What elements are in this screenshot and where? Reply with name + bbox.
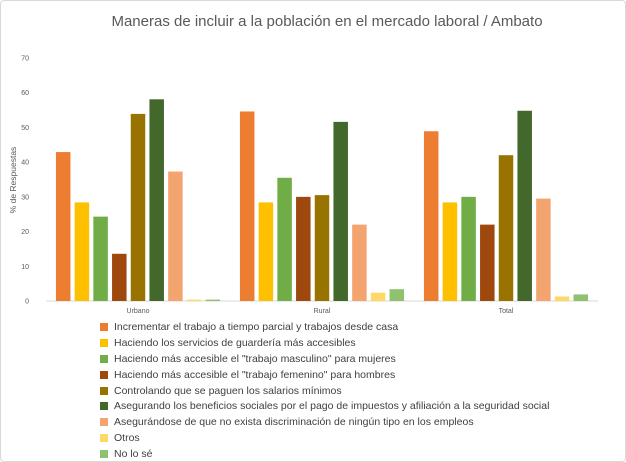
legend-swatch	[100, 354, 108, 363]
bar	[389, 289, 405, 301]
y-tick-label: 60	[21, 90, 29, 97]
bar	[149, 99, 164, 301]
legend-label: Haciendo más accesible el "trabajo femen…	[114, 368, 396, 381]
y-axis-ticks: 0 10 20 30 40 50 60 70	[21, 56, 29, 306]
y-tick-label: 0	[25, 299, 29, 306]
bar	[112, 253, 127, 301]
bar	[93, 216, 108, 301]
bar	[573, 294, 589, 301]
bar	[333, 121, 348, 301]
bar	[296, 196, 311, 301]
bar	[498, 155, 514, 301]
bar	[130, 113, 146, 301]
x-axis-ticks: Urbano Rural Total	[127, 308, 514, 315]
legend-swatch	[100, 450, 108, 459]
legend-item: Haciendo los servicios de guardería más …	[100, 335, 620, 351]
legend-swatch	[100, 434, 108, 443]
bar	[442, 202, 458, 301]
bar	[258, 202, 274, 301]
legend-item: Otros	[100, 430, 620, 446]
legend-item: Asegurándose de que no exista discrimina…	[100, 414, 620, 430]
legend-label: Controlando que se paguen los salarios m…	[114, 384, 342, 397]
bar	[239, 111, 255, 302]
bar	[536, 198, 551, 301]
legend-swatch	[100, 370, 108, 379]
legend-label: No lo sé	[114, 448, 153, 461]
bar	[370, 292, 386, 301]
bar	[423, 131, 439, 301]
bar	[314, 195, 330, 301]
x-tick-label: Total	[499, 308, 514, 315]
bar	[517, 110, 532, 301]
x-tick-label: Rural	[314, 308, 331, 315]
chart-legend: Incrementar el trabajo a tiempo parcial …	[100, 319, 620, 462]
bar	[186, 299, 202, 301]
legend-label: Haciendo más accesible el "trabajo mascu…	[114, 352, 396, 365]
bar	[168, 171, 183, 301]
bar	[352, 224, 367, 301]
legend-label: Asegurando los beneficios sociales por e…	[114, 400, 550, 413]
legend-item: Haciendo más accesible el "trabajo femen…	[100, 367, 620, 383]
legend-label: Haciendo los servicios de guardería más …	[114, 336, 356, 349]
bar	[554, 296, 570, 301]
y-tick-label: 10	[21, 264, 29, 271]
legend-item: Asegurando los beneficios sociales por e…	[100, 398, 620, 414]
bars-group	[55, 99, 589, 302]
legend-swatch	[100, 322, 108, 331]
chart-title: Maneras de incluir a la población en el …	[111, 13, 542, 30]
legend-item: Haciendo más accesible el "trabajo mascu…	[100, 351, 620, 367]
legend-label: Asegurándose de que no exista discrimina…	[114, 416, 474, 429]
x-tick-label: Urbano	[127, 308, 150, 315]
legend-item: No lo sé	[100, 446, 620, 462]
bar	[277, 177, 292, 301]
legend-swatch	[100, 338, 108, 347]
bar	[480, 224, 495, 301]
legend-swatch	[100, 386, 108, 395]
bar	[461, 196, 476, 301]
y-tick-label: 30	[21, 194, 29, 201]
y-tick-label: 40	[21, 160, 29, 167]
legend-label: Incrementar el trabajo a tiempo parcial …	[114, 320, 399, 333]
legend-label: Otros	[114, 432, 140, 445]
legend-swatch	[100, 402, 108, 411]
legend-item: Controlando que se paguen los salarios m…	[100, 383, 620, 399]
legend-item: Incrementar el trabajo a tiempo parcial …	[100, 319, 620, 335]
bar	[55, 152, 71, 301]
y-tick-label: 20	[21, 229, 29, 236]
y-tick-label: 50	[21, 125, 29, 132]
bar	[74, 202, 90, 301]
y-axis-label: % de Respuestas	[8, 147, 18, 214]
legend-swatch	[100, 418, 108, 427]
bar	[205, 299, 221, 301]
y-tick-label: 70	[21, 56, 29, 63]
